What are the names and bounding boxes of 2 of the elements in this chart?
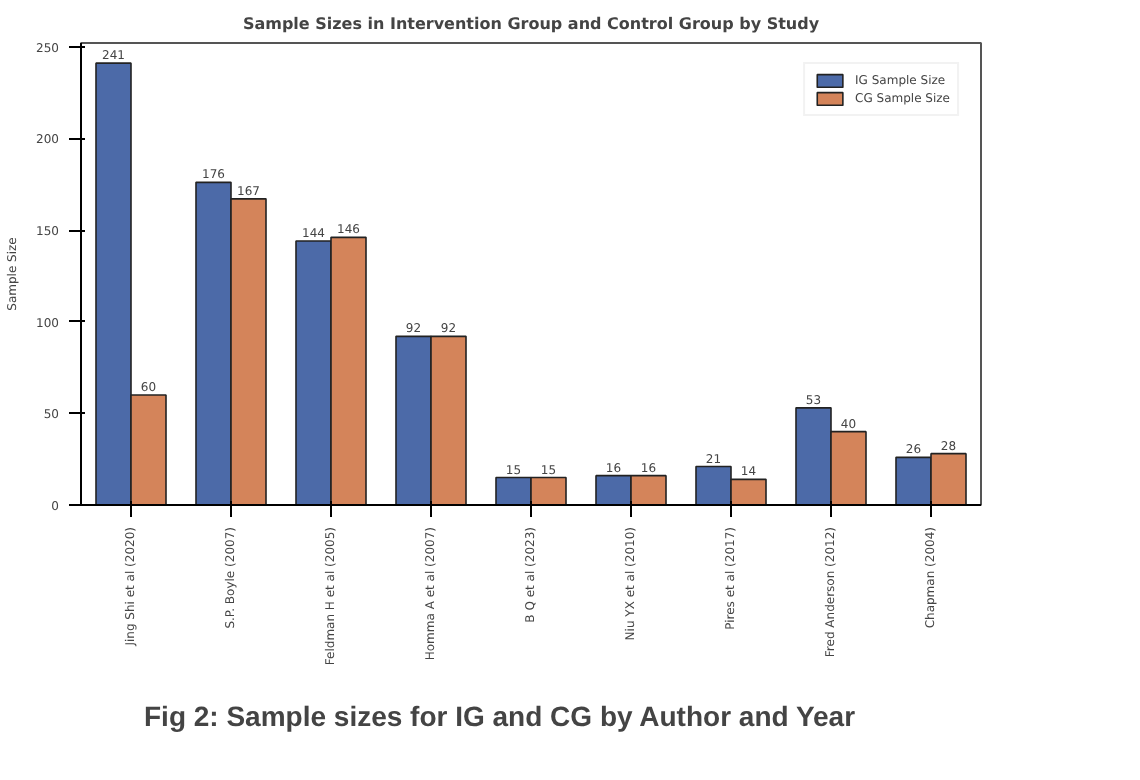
caption: Fig 2: Sample sizes for IG and CG by Author and Year — [144, 700, 857, 732]
chart-title: Sample Sizes in Intervention Group and Control Group by Study — [242, 15, 821, 33]
